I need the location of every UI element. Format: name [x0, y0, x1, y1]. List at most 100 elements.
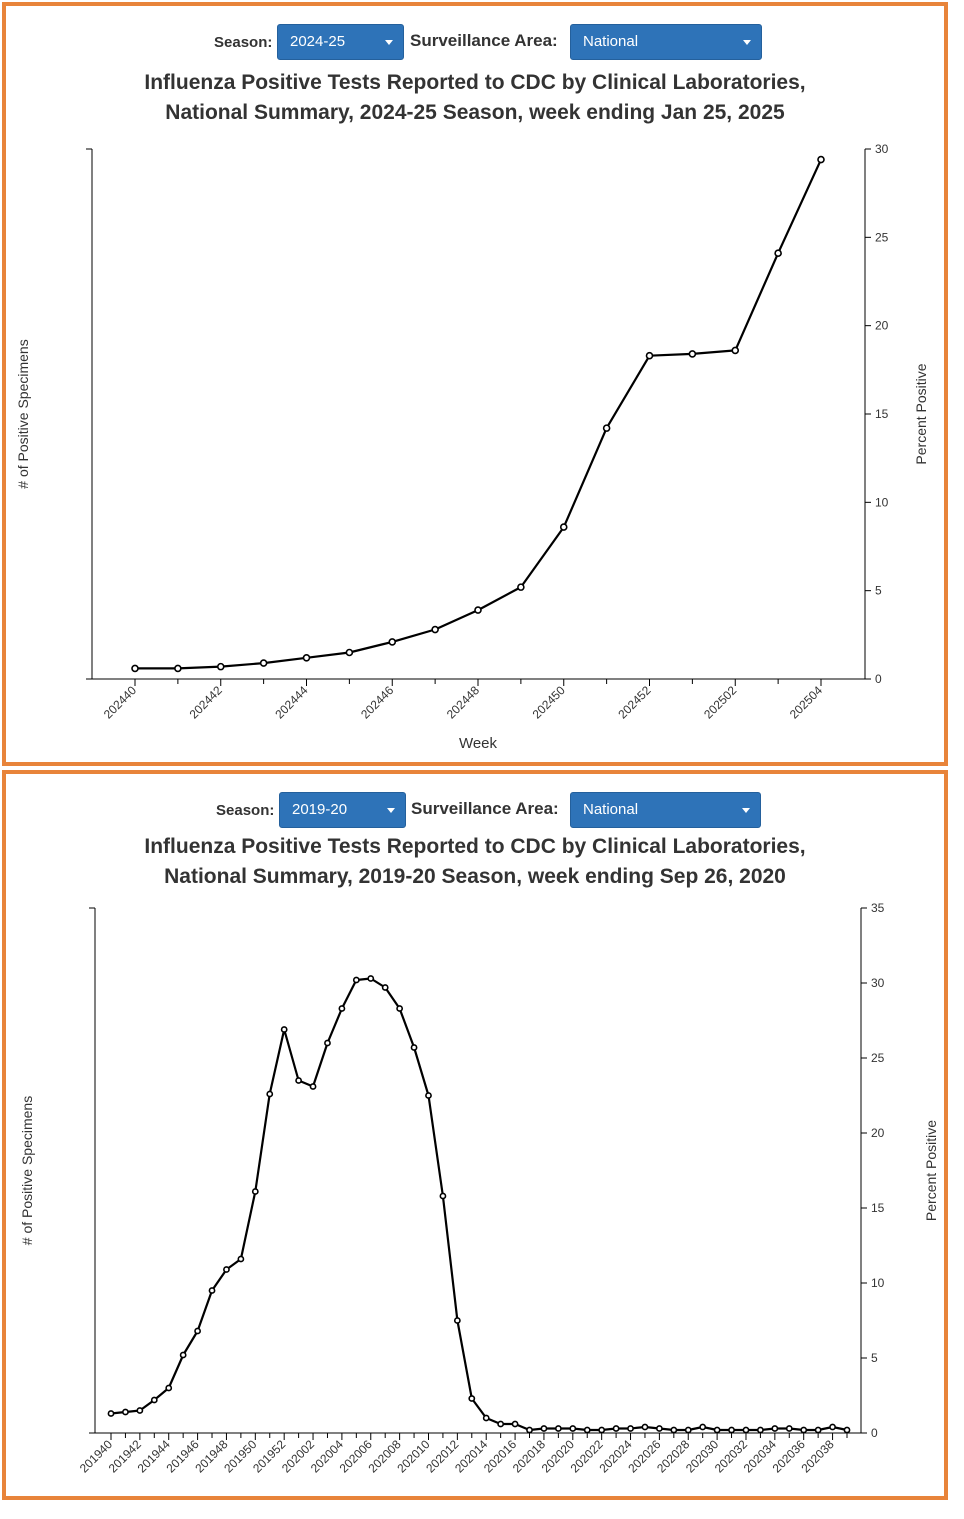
y-tick-label-right: 35	[871, 901, 885, 915]
data-point	[410, 1044, 418, 1051]
season-dropdown[interactable]: 2024-25	[277, 24, 404, 60]
data-point	[569, 1425, 577, 1432]
data-point	[388, 638, 397, 646]
data-point	[208, 1287, 216, 1294]
y-tick-label-right: 5	[875, 584, 882, 598]
surveillance-area-dropdown[interactable]: National	[570, 792, 761, 828]
data-point	[439, 1192, 447, 1200]
data-point	[497, 1420, 505, 1428]
data-point	[122, 1408, 129, 1416]
data-point	[843, 1426, 851, 1434]
x-tick-label: 202504	[787, 683, 825, 721]
y-axis-label-left: # of Positive Specimens	[19, 1096, 35, 1245]
surveillance-area-label: Surveillance Area:	[410, 31, 558, 50]
chevron-down-icon	[743, 40, 751, 45]
y-axis-label-right: Percent Positive	[913, 363, 929, 464]
data-point	[324, 1039, 331, 1047]
season-dropdown[interactable]: 2019-20	[279, 792, 406, 828]
chart-panel-2024-25: 0 5 10 15 20 25 30 202440 202442 202444 202446 2024…	[2, 2, 948, 766]
data-point	[540, 1425, 548, 1432]
data-point	[627, 1425, 634, 1432]
data-point	[237, 1255, 245, 1263]
y-axis-label-right: Percent Positive	[923, 1120, 939, 1221]
data-point	[598, 1426, 606, 1434]
data-point	[266, 1090, 274, 1098]
data-point	[338, 1005, 346, 1012]
data-point	[728, 1426, 735, 1434]
y-tick-label-right: 0	[875, 672, 882, 686]
y-tick-label-right: 15	[871, 1201, 885, 1215]
chevron-down-icon	[387, 808, 395, 813]
data-point	[482, 1414, 490, 1422]
data-point	[280, 1026, 288, 1033]
data-point	[699, 1423, 707, 1431]
line-chart-2024-25: 0 5 10 15 20 25 30 202440 202442 202444 202446 2024…	[15, 142, 929, 752]
y-tick-label-right: 20	[875, 319, 889, 333]
y-tick-label-right: 15	[875, 407, 889, 421]
data-point	[602, 424, 611, 432]
data-point	[259, 659, 268, 667]
series-line	[135, 159, 822, 670]
chart-panel-2019-20: 0 5 10 15 20 25 30 35 201940 201942 201944 201946 20…	[2, 770, 948, 1500]
data-point	[517, 583, 525, 591]
chart-title-line-2: National Summary, 2024-25 Season, week e…	[165, 101, 785, 124]
data-point	[731, 346, 740, 355]
x-tick-label: 202452	[615, 683, 653, 721]
season-label: Season:	[214, 34, 273, 51]
data-point	[829, 1423, 836, 1431]
data-point	[425, 1092, 432, 1099]
y-tick-label-right: 10	[875, 495, 889, 509]
x-tick-label: 202450	[530, 683, 568, 721]
data-point	[774, 249, 782, 258]
data-point	[554, 1425, 562, 1432]
data-point	[800, 1426, 808, 1434]
data-point	[474, 606, 482, 614]
y-tick-label-right: 30	[875, 142, 889, 156]
y-tick-label-right: 0	[871, 1426, 878, 1440]
line-chart-2019-20: 0510152025303520194020194220194420194620…	[19, 901, 939, 1475]
y-axis-label-left: # of Positive Specimens	[15, 339, 31, 488]
surveillance-area-dropdown-value: National	[583, 33, 639, 50]
data-point	[367, 975, 375, 982]
y-tick-label-right: 5	[871, 1351, 878, 1365]
season-label: Season:	[216, 802, 275, 819]
chevron-down-icon	[742, 808, 750, 813]
data-point	[295, 1077, 303, 1084]
x-tick-label: 202502	[701, 683, 739, 721]
data-point	[655, 1425, 663, 1432]
chart-title-line-2: National Summary, 2019-20 Season, week e…	[164, 865, 786, 888]
season-dropdown-value: 2019-20	[292, 801, 348, 818]
data-point	[453, 1317, 461, 1324]
filter-controls: Season: 2024-25 Surveillance Area: Natio…	[6, 24, 944, 60]
data-point	[684, 1426, 692, 1434]
data-point	[223, 1266, 230, 1273]
data-point	[771, 1425, 779, 1432]
data-point	[352, 976, 360, 984]
data-point	[396, 1005, 404, 1012]
surveillance-area-label: Surveillance Area:	[411, 799, 559, 818]
data-point	[814, 1426, 822, 1434]
x-tick-label: 202442	[187, 683, 225, 721]
data-point	[641, 1423, 649, 1431]
data-point	[179, 1351, 187, 1359]
data-point	[136, 1407, 144, 1414]
data-point	[645, 351, 654, 360]
data-point	[131, 664, 139, 673]
data-point	[670, 1426, 678, 1434]
data-point	[107, 1410, 115, 1417]
surveillance-area-dropdown[interactable]: National	[570, 24, 762, 60]
data-point	[688, 350, 697, 358]
season-dropdown-value: 2024-25	[290, 33, 346, 50]
chart-title-line-1: Influenza Positive Tests Reported to CDC…	[144, 835, 806, 858]
data-point	[194, 1327, 201, 1335]
data-point	[742, 1426, 750, 1434]
data-point	[150, 1396, 158, 1404]
data-point	[251, 1188, 259, 1195]
data-point	[216, 662, 225, 671]
y-tick-label-right: 30	[871, 976, 885, 990]
filter-controls: Season: 2019-20 Surveillance Area: Natio…	[6, 792, 944, 828]
x-axis-label: Week	[459, 735, 498, 752]
data-point	[757, 1426, 764, 1434]
data-point	[785, 1425, 793, 1432]
data-point	[468, 1395, 476, 1402]
